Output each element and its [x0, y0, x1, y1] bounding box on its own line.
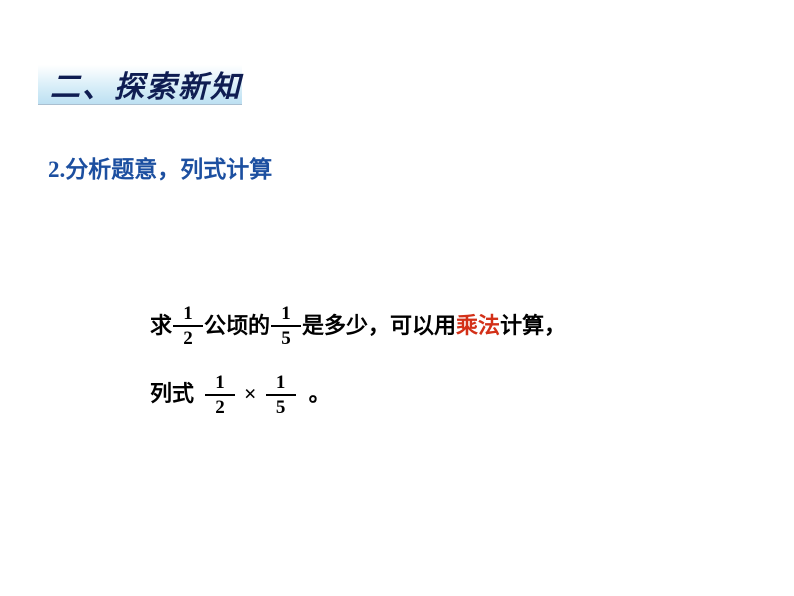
fraction-denominator: 5 [281, 327, 291, 348]
fraction-denominator: 2 [215, 396, 225, 417]
fraction: 1 5 [271, 304, 301, 348]
subtitle-index: 2. [48, 157, 65, 182]
text-segment: 求 [150, 302, 172, 350]
text-segment: 计算， [500, 302, 566, 350]
subtitle-text: 分析题意，列式计算 [65, 157, 272, 182]
text-segment: 公顷的 [204, 302, 270, 350]
text-segment: 。 [309, 370, 331, 418]
text-segment: 是多少，可以用 [302, 302, 456, 350]
subtitle: 2.分析题意，列式计算 [48, 150, 272, 184]
fraction-numerator: 1 [281, 304, 291, 325]
highlight-text: 乘法 [456, 302, 500, 350]
line-2: 列式 1 2 × 1 5 。 [150, 370, 566, 418]
operator-multiply: × [244, 370, 257, 418]
fraction: 1 5 [266, 373, 296, 417]
fraction-denominator: 2 [183, 327, 193, 348]
fraction-numerator: 1 [276, 373, 286, 394]
fraction-numerator: 1 [183, 304, 193, 325]
text-segment: 列式 [150, 370, 194, 418]
fraction: 1 2 [173, 304, 203, 348]
section-header: 二、探索新知 [50, 62, 242, 106]
body: 求 1 2 公顷的 1 5 是多少，可以用 乘法 计算， 列式 1 2 [150, 302, 566, 439]
fraction-numerator: 1 [215, 373, 225, 394]
fraction: 1 2 [205, 373, 235, 417]
line-1: 求 1 2 公顷的 1 5 是多少，可以用 乘法 计算， [150, 302, 566, 350]
fraction-denominator: 5 [276, 396, 286, 417]
slide-page: 二、探索新知 2.分析题意，列式计算 求 1 2 公顷的 1 5 是多少，可以用… [0, 0, 794, 596]
